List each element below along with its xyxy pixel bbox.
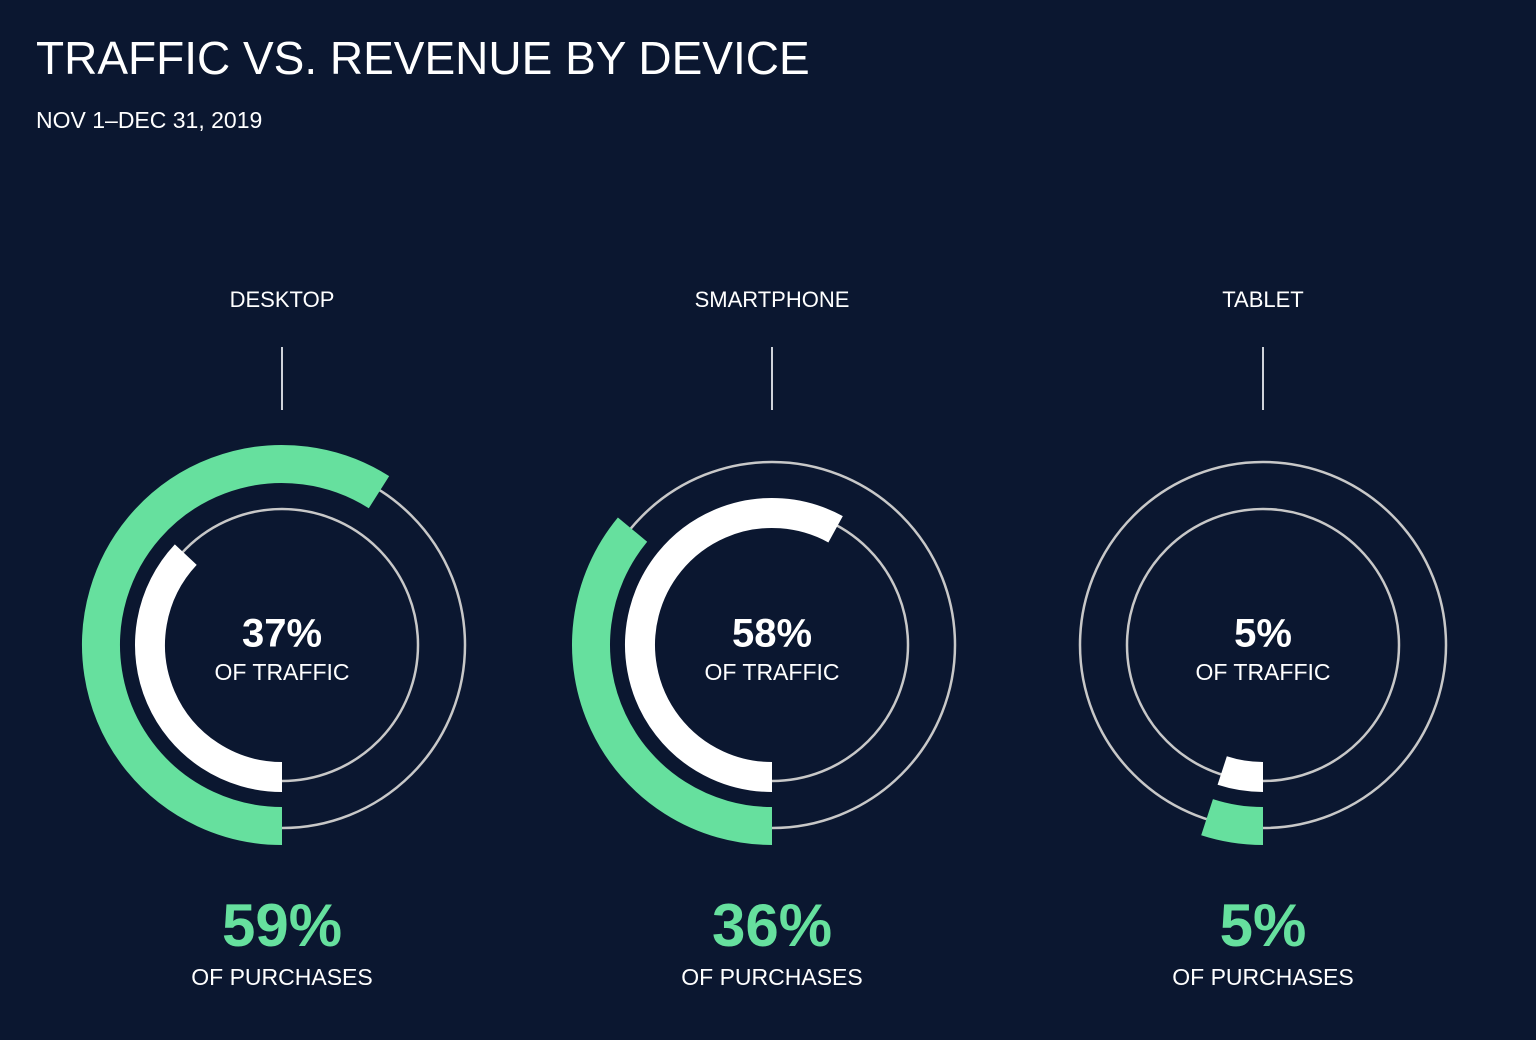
chart-title: TRAFFIC VS. REVENUE BY DEVICE xyxy=(36,32,810,84)
chart-subtitle: NOV 1–DEC 31, 2019 xyxy=(36,107,262,133)
traffic-value: 37% xyxy=(242,612,322,656)
category-label: DESKTOP xyxy=(230,287,335,312)
traffic-value: 5% xyxy=(1234,612,1292,656)
traffic-caption: OF TRAFFIC xyxy=(704,659,839,685)
purchases-value: 5% xyxy=(1220,892,1307,959)
traffic-arc xyxy=(135,544,283,792)
purchases-value: 59% xyxy=(222,892,342,959)
purchases-caption: OF PURCHASES xyxy=(1172,964,1353,990)
purchases-value: 36% xyxy=(712,892,832,959)
purchases-caption: OF PURCHASES xyxy=(191,964,372,990)
traffic-arc xyxy=(625,498,843,792)
category-label: TABLET xyxy=(1222,287,1304,312)
traffic-value: 58% xyxy=(732,612,812,656)
purchases-caption: OF PURCHASES xyxy=(681,964,862,990)
purchases-arc xyxy=(82,445,390,845)
traffic-caption: OF TRAFFIC xyxy=(1195,659,1330,685)
traffic-caption: OF TRAFFIC xyxy=(214,659,349,685)
purchases-arc xyxy=(572,517,773,845)
purchases-arc xyxy=(1201,798,1264,845)
category-label: SMARTPHONE xyxy=(695,287,850,312)
traffic-arc xyxy=(1217,756,1264,792)
